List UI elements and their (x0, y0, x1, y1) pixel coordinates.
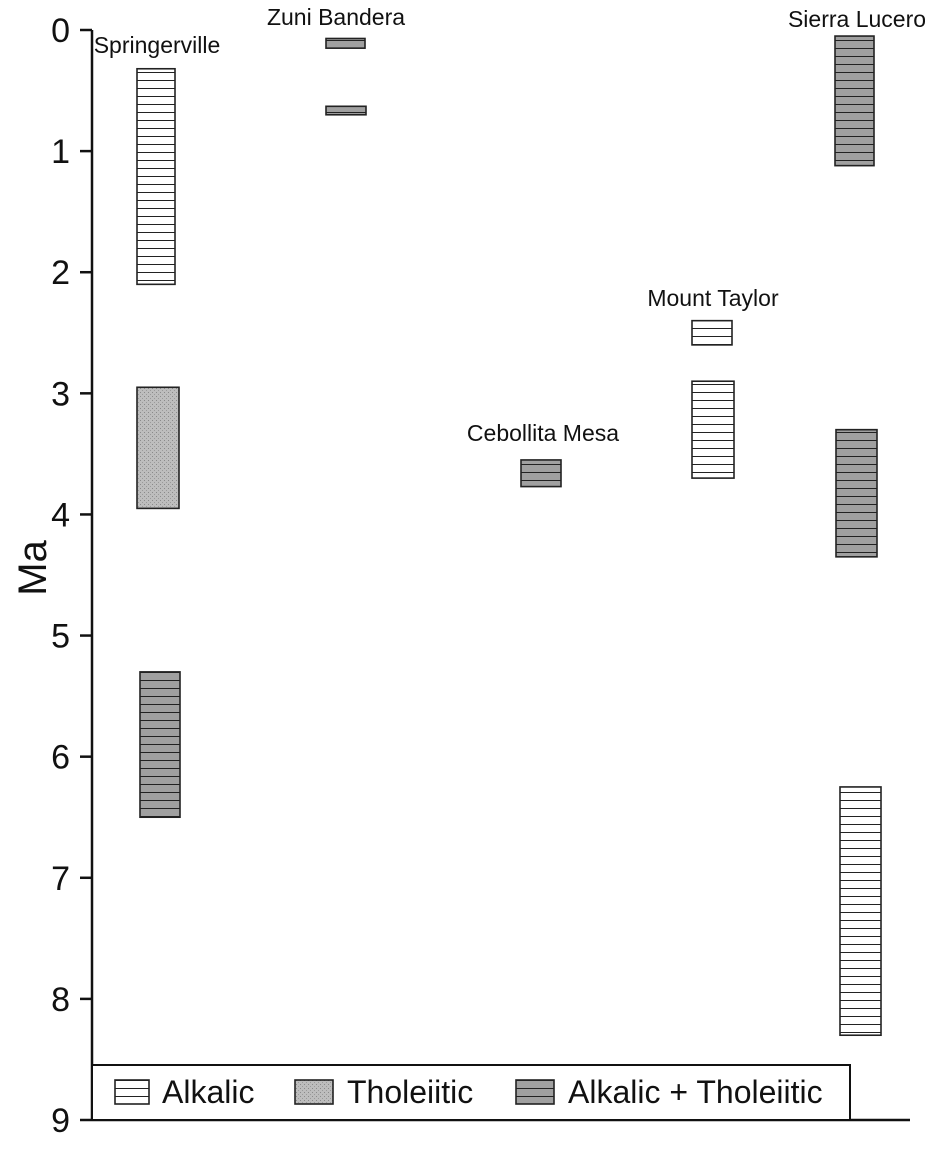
age-bar-mount-taylor (691, 380, 735, 479)
age-bar-mount-taylor (691, 319, 733, 346)
age-bars (136, 35, 882, 1037)
legend-swatch-alkalic-tholeiitic (515, 1079, 555, 1105)
y-tick-label: 6 (51, 739, 70, 777)
age-bar-zuni-bandera (325, 105, 367, 116)
y-tick-label: 1 (51, 133, 70, 171)
y-tick-label: 4 (51, 496, 70, 534)
legend-swatch-alkalic (114, 1079, 150, 1105)
legend-label-tholeiitic: Tholeiitic (347, 1074, 473, 1110)
y-tick-label: 0 (51, 12, 70, 50)
y-tick-label: 8 (51, 981, 70, 1019)
y-tick-label: 7 (51, 860, 70, 898)
legend: Alkalic Tholeiitic Alkalic + Tholeiitic (91, 1064, 851, 1121)
age-bar-springerville (136, 386, 180, 510)
age-bar-cebollita-mesa (520, 459, 562, 488)
field-label-springerville: Springerville (94, 32, 221, 58)
field-label-sierra-lucero: Sierra Lucero (788, 6, 925, 32)
legend-swatch-tholeiitic (294, 1079, 334, 1105)
field-label-cebollita-mesa: Cebollita Mesa (467, 420, 619, 446)
age-bar-sierra-lucero (834, 35, 875, 167)
y-tick-label: 5 (51, 618, 70, 656)
legend-label-alkalic: Alkalic (162, 1074, 254, 1110)
field-label-mount-taylor: Mount Taylor (647, 285, 779, 311)
y-tick-label: 3 (51, 375, 70, 413)
field-label-zuni-bandera: Zuni Bandera (267, 4, 405, 30)
y-axis-title: Ma (11, 539, 55, 595)
legend-box (91, 1064, 851, 1121)
age-bar-springerville (136, 67, 176, 286)
y-tick-label: 2 (51, 254, 70, 292)
age-bar-springerville (139, 671, 181, 819)
y-ticks: 0 1 2 3 4 5 6 7 8 9 (51, 12, 92, 1140)
field-labels: Springerville Zuni Bandera Cebollita Mesa M… (94, 4, 925, 446)
legend-label-alkalic-tholeiitic: Alkalic + Tholeiitic (568, 1074, 823, 1110)
age-bar-sierra-lucero (835, 428, 878, 558)
age-bar-zuni-bandera (325, 37, 366, 49)
y-tick-label: 9 (51, 1102, 70, 1140)
y-axis (90, 30, 910, 1122)
age-bar-sierra-lucero (839, 786, 882, 1037)
